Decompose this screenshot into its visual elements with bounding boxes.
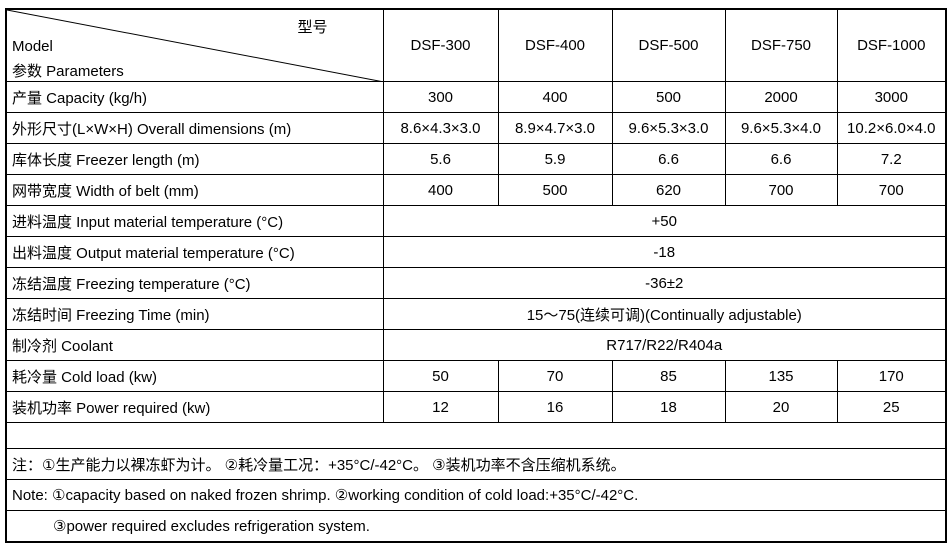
spec-row: 装机功率 Power required (kw) 12 16 18 20 25: [5, 391, 947, 423]
blank-cell: [5, 422, 947, 449]
note-row: Note: ①capacity based on naked frozen sh…: [5, 479, 947, 511]
param-label: 参数 Parameters: [12, 63, 124, 80]
note-text: 注：①生产能力以裸冻虾为计。 ②耗冷量工况：+35°C/-42°C。 ③装机功率…: [5, 448, 947, 480]
spec-row: 产量 Capacity (kg/h) 300 400 500 2000 3000: [5, 81, 947, 113]
spec-row: 制冷剂 Coolant R717/R22/R404a: [5, 329, 947, 361]
value-cell: 300: [382, 81, 499, 113]
value-cell: -18: [382, 236, 947, 268]
value-cell: 7.2: [836, 143, 947, 175]
value-cell: 700: [724, 174, 838, 206]
value-cell: 16: [497, 391, 613, 423]
value-cell: 5.9: [497, 143, 613, 175]
value-cell: 8.6×4.3×3.0: [382, 112, 499, 144]
value-cell: +50: [382, 205, 947, 237]
spec-row: 进料温度 Input material temperature (°C) +50: [5, 205, 947, 237]
note-row: 注：①生产能力以裸冻虾为计。 ②耗冷量工况：+35°C/-42°C。 ③装机功率…: [5, 448, 947, 480]
note-text: Note: ①capacity based on naked frozen sh…: [5, 479, 947, 511]
spec-row: 外形尺寸(L×W×H) Overall dimensions (m) 8.6×4.…: [5, 112, 947, 144]
row-label: 制冷剂 Coolant: [5, 329, 384, 361]
value-cell: 12: [382, 391, 499, 423]
type-label: 型号: [297, 19, 328, 36]
value-cell: 620: [611, 174, 726, 206]
value-cell: 500: [611, 81, 726, 113]
model-cell: DSF-1000: [836, 8, 947, 82]
value-cell: R717/R22/R404a: [382, 329, 947, 361]
value-cell: 9.6×5.3×4.0: [724, 112, 838, 144]
blank-row: [5, 422, 947, 449]
row-label: 出料温度 Output material temperature (°C): [5, 236, 384, 268]
value-cell: 3000: [836, 81, 947, 113]
value-cell: 15～75(连续可调)(Continually adjustable): [382, 298, 947, 330]
table-body: 型号 Model 参数 Parameters DSF-300 DSF-400 DSF…: [5, 8, 947, 543]
header-row: 型号 Model 参数 Parameters DSF-300 DSF-400 DSF…: [5, 8, 947, 82]
value-cell: -36±2: [382, 267, 947, 299]
spec-row: 耗冷量 Cold load (kw) 50 70 85 135 170: [5, 360, 947, 392]
value-cell: 700: [836, 174, 947, 206]
value-cell: 170: [836, 360, 947, 392]
corner-cell: 型号 Model 参数 Parameters: [5, 8, 384, 82]
spec-row: 冻结时间 Freezing Time (min) 15～75(连续可调)(Cont…: [5, 298, 947, 330]
row-label: 产量 Capacity (kg/h): [5, 81, 384, 113]
spec-row: 出料温度 Output material temperature (°C) -18: [5, 236, 947, 268]
value-cell: 18: [611, 391, 726, 423]
value-cell: 25: [836, 391, 947, 423]
model-cell: DSF-400: [497, 8, 613, 82]
value-cell: 6.6: [611, 143, 726, 175]
spec-table: 型号 Model 参数 Parameters DSF-300 DSF-400 DSF…: [5, 8, 947, 543]
value-cell: 5.6: [382, 143, 499, 175]
spec-row: 网带宽度 Width of belt (mm) 400 500 620 700 700: [5, 174, 947, 206]
value-cell: 400: [497, 81, 613, 113]
diagonal: [7, 10, 379, 81]
row-label: 网带宽度 Width of belt (mm): [5, 174, 384, 206]
value-cell: 400: [382, 174, 499, 206]
note-row: ③power required excludes refrigeration s…: [5, 510, 947, 543]
row-label: 库体长度 Freezer length (m): [5, 143, 384, 175]
value-cell: 9.6×5.3×3.0: [611, 112, 726, 144]
model-cell: DSF-500: [611, 8, 726, 82]
spec-row: 冻结温度 Freezing temperature (°C) -36±2: [5, 267, 947, 299]
value-cell: 70: [497, 360, 613, 392]
row-label: 冻结温度 Freezing temperature (°C): [5, 267, 384, 299]
value-cell: 2000: [724, 81, 838, 113]
row-label: 装机功率 Power required (kw): [5, 391, 384, 423]
row-label: 外形尺寸(L×W×H) Overall dimensions (m): [5, 112, 384, 144]
row-label: 冻结时间 Freezing Time (min): [5, 298, 384, 330]
value-cell: 85: [611, 360, 726, 392]
model-label: Model: [12, 38, 53, 55]
note-text: ③power required excludes refrigeration s…: [5, 510, 947, 543]
value-cell: 50: [382, 360, 499, 392]
value-cell: 20: [724, 391, 838, 423]
model-cell: DSF-300: [382, 8, 499, 82]
value-cell: 500: [497, 174, 613, 206]
spec-row: 库体长度 Freezer length (m) 5.6 5.9 6.6 6.6 7.2: [5, 143, 947, 175]
value-cell: 135: [724, 360, 838, 392]
value-cell: 8.9×4.7×3.0: [497, 112, 613, 144]
row-label: 耗冷量 Cold load (kw): [5, 360, 384, 392]
value-cell: 6.6: [724, 143, 838, 175]
value-cell: 10.2×6.0×4.0: [836, 112, 947, 144]
row-label: 进料温度 Input material temperature (°C): [5, 205, 384, 237]
model-cell: DSF-750: [724, 8, 838, 82]
